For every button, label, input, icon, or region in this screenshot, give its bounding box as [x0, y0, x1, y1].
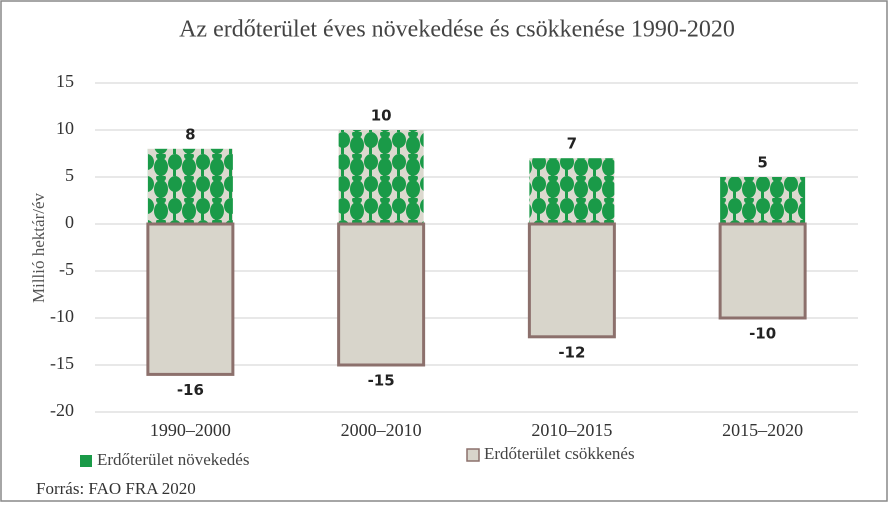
bar: [148, 224, 233, 374]
source: Forrás: FAO FRA 2020: [36, 479, 196, 498]
chart: Az erdőterület éves növekedése és csökke…: [0, 0, 888, 502]
y-tick-label: -15: [50, 353, 74, 373]
x-tick-label: 2015–2020: [722, 420, 803, 440]
bar: [148, 149, 233, 224]
y-tick-label: 0: [65, 212, 74, 232]
legend-swatch: [80, 455, 92, 467]
value-label: -10: [749, 325, 776, 343]
value-label: -15: [368, 372, 395, 390]
legend-label: Erdőterület növekedés: [97, 450, 249, 469]
value-label: -12: [558, 343, 585, 361]
bar: [720, 177, 805, 224]
bar: [339, 224, 424, 365]
value-label: 10: [371, 107, 392, 125]
legend-swatch: [467, 449, 479, 461]
value-label: 5: [757, 154, 767, 172]
y-tick-label: 5: [65, 165, 74, 185]
x-tick-label: 2010–2015: [531, 420, 612, 440]
y-tick-label: 15: [56, 71, 74, 91]
bar: [529, 158, 614, 224]
y-tick-label: 10: [56, 118, 74, 138]
value-label: -16: [177, 381, 204, 399]
value-label: 7: [567, 135, 577, 153]
bar: [339, 130, 424, 224]
x-tick-label: 2000–2010: [341, 420, 422, 440]
y-tick-label: -10: [50, 306, 74, 326]
legend-label: Erdőterület csökkenés: [484, 444, 635, 463]
y-tick-label: -20: [50, 400, 74, 420]
y-axis-label: Millió hektár/év: [29, 193, 48, 304]
x-tick-label: 1990–2000: [150, 420, 231, 440]
value-label: 8: [185, 125, 195, 143]
bar: [720, 224, 805, 318]
y-tick-label: -5: [59, 259, 74, 279]
bar: [529, 224, 614, 337]
plot: -20 -15 -10 -5 0 5 10 15 1990–2000 2000–2010 2010–…: [50, 71, 858, 469]
chart-title: Az erdőterület éves növekedése és csökke…: [179, 17, 735, 43]
